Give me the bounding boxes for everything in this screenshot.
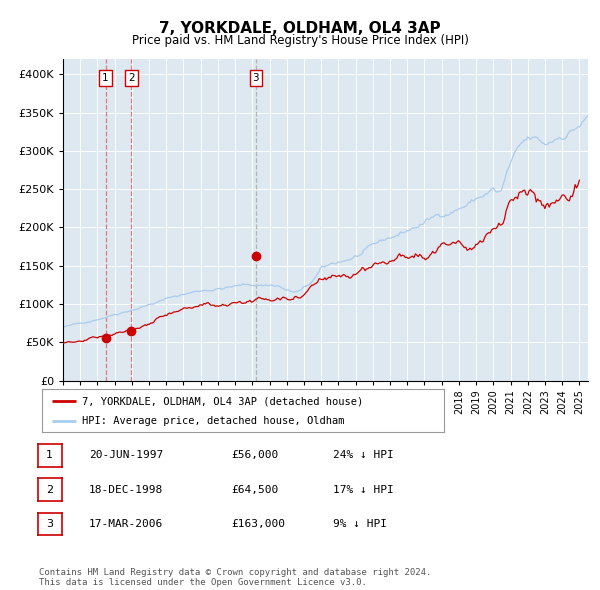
Text: 20-JUN-1997: 20-JUN-1997 xyxy=(89,451,163,460)
Text: 24% ↓ HPI: 24% ↓ HPI xyxy=(333,451,394,460)
Text: 17% ↓ HPI: 17% ↓ HPI xyxy=(333,485,394,494)
Text: 1: 1 xyxy=(46,451,53,460)
Text: £56,000: £56,000 xyxy=(231,451,278,460)
Text: Price paid vs. HM Land Registry's House Price Index (HPI): Price paid vs. HM Land Registry's House … xyxy=(131,34,469,47)
Text: 7, YORKDALE, OLDHAM, OL4 3AP: 7, YORKDALE, OLDHAM, OL4 3AP xyxy=(159,21,441,35)
Text: 18-DEC-1998: 18-DEC-1998 xyxy=(89,485,163,494)
Text: Contains HM Land Registry data © Crown copyright and database right 2024.
This d: Contains HM Land Registry data © Crown c… xyxy=(39,568,431,587)
Text: 17-MAR-2006: 17-MAR-2006 xyxy=(89,519,163,529)
Text: 2: 2 xyxy=(46,485,53,494)
Text: HPI: Average price, detached house, Oldham: HPI: Average price, detached house, Oldh… xyxy=(82,417,345,426)
Text: 3: 3 xyxy=(253,73,259,83)
Text: 2: 2 xyxy=(128,73,134,83)
Text: 3: 3 xyxy=(46,519,53,529)
Text: £163,000: £163,000 xyxy=(231,519,285,529)
Text: 7, YORKDALE, OLDHAM, OL4 3AP (detached house): 7, YORKDALE, OLDHAM, OL4 3AP (detached h… xyxy=(82,396,364,407)
Text: 9% ↓ HPI: 9% ↓ HPI xyxy=(333,519,387,529)
Text: £64,500: £64,500 xyxy=(231,485,278,494)
Text: 1: 1 xyxy=(102,73,109,83)
